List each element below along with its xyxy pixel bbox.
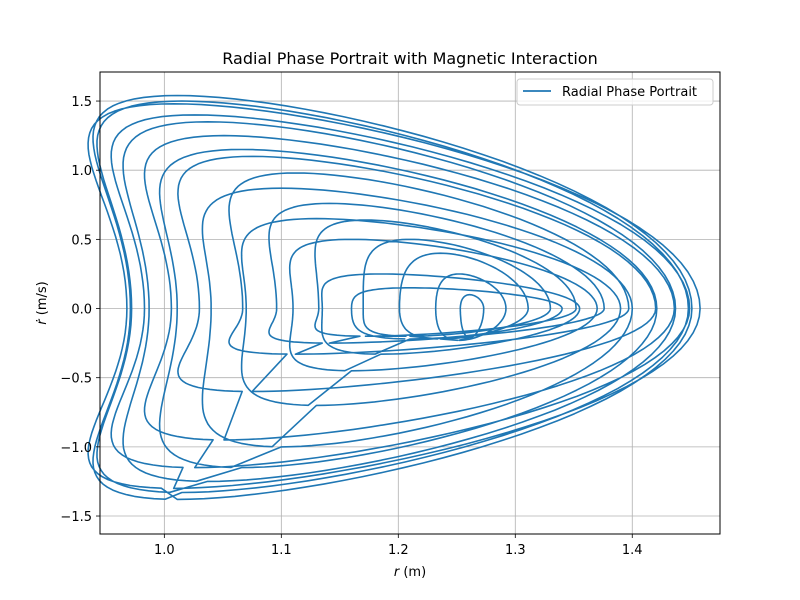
y-tick-label: 1.5 [71, 95, 92, 110]
y-tick-label: −0.5 [60, 372, 92, 387]
legend: Radial Phase Portrait [516, 78, 714, 106]
x-tick-label: 1.3 [505, 543, 526, 558]
x-tick-label: 1.0 [154, 543, 175, 558]
y-tick-label: −1.5 [60, 510, 92, 525]
y-axis-label-var: ṙ [35, 318, 50, 325]
chart-title: Radial Phase Portrait with Magnetic Inte… [222, 49, 597, 68]
y-tick-label: 0.0 [71, 303, 92, 318]
x-axis-label: r (m) [394, 565, 426, 580]
x-tick-label: 1.4 [622, 543, 643, 558]
plot-area-frame [99, 71, 721, 535]
y-axis-label-unit: (m/s) [35, 281, 50, 319]
legend-box [516, 78, 714, 106]
x-tick-label: 1.1 [271, 543, 292, 558]
series-line [87, 94, 701, 501]
x-tick-label: 1.2 [388, 543, 409, 558]
y-tick-label: −1.0 [60, 441, 92, 456]
y-axis-label: ṙ (m/s) [35, 281, 50, 324]
axis-ticks: 1.0 1.1 1.2 1.3 1.4 −1.5 −1.0 −0.5 0.0 0.5 1.0 1.5 [60, 95, 642, 558]
y-tick-label: 0.5 [71, 233, 92, 248]
legend-label: Radial Phase Portrait [562, 85, 697, 100]
y-tick-label: 1.0 [71, 164, 92, 179]
x-axis-label-var: r [394, 565, 401, 580]
x-axis-label-unit: (m) [399, 565, 426, 580]
series-radial-phase-portrait [87, 94, 701, 501]
